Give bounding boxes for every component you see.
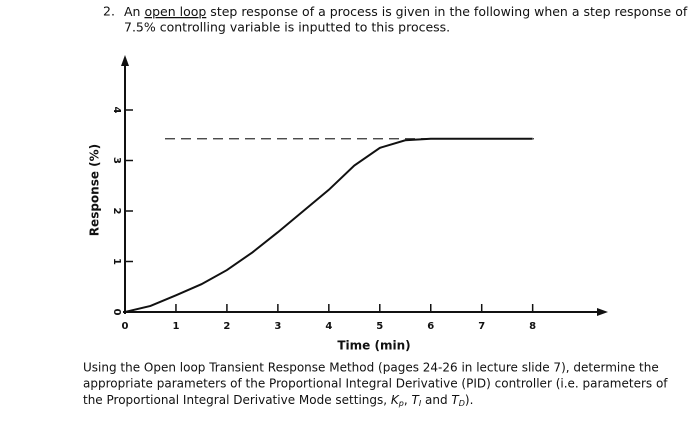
text: the Proportional Integral Derivative Mod…	[83, 393, 391, 407]
arrow	[121, 55, 129, 66]
x-tick-label: 8	[529, 321, 536, 332]
symbol: T	[411, 393, 420, 407]
x-tick-label: 7	[478, 321, 485, 332]
symbol: T	[451, 393, 460, 407]
text: and	[421, 393, 451, 407]
y-tick-label: 4	[111, 107, 122, 114]
y-tick-label: 3	[111, 157, 122, 164]
subscript: D	[459, 399, 465, 408]
text: open loop	[144, 4, 206, 19]
subscript: p	[398, 399, 404, 408]
x-tick-label: 6	[427, 321, 434, 332]
symbol: K	[391, 393, 400, 407]
text: step response of a process is given in t…	[206, 4, 688, 19]
y-tick-label: 1	[111, 258, 122, 265]
subscript: I	[419, 399, 422, 408]
question-line: 7.5% controlling variable is inputted to…	[124, 20, 450, 35]
text: ).	[465, 393, 474, 407]
x-tick-label: 2	[223, 321, 230, 332]
y-tick-label: 2	[111, 208, 122, 215]
y-axis-label: Response (%)	[88, 144, 102, 236]
x-tick-label: 3	[274, 321, 281, 332]
x-tick-label: 5	[376, 321, 383, 332]
arrow	[597, 308, 608, 316]
text: An	[124, 4, 144, 19]
question-number: 2.	[103, 4, 115, 19]
instruction-line: appropriate parameters of the Proportion…	[83, 377, 668, 391]
y-tick-label: 0	[111, 309, 122, 316]
x-tick-label: 1	[172, 321, 179, 332]
text: ,	[404, 393, 412, 407]
response-curve	[124, 137, 533, 313]
instruction-line: Using the Open loop Transient Response M…	[83, 361, 659, 375]
x-tick-label: 4	[325, 321, 332, 332]
question-line: An open loop step response of a process …	[124, 4, 688, 19]
instruction-line: the Proportional Integral Derivative Mod…	[83, 393, 473, 408]
x-tick-label: 0	[122, 321, 129, 332]
x-axis-label: Time (min)	[337, 339, 410, 353]
